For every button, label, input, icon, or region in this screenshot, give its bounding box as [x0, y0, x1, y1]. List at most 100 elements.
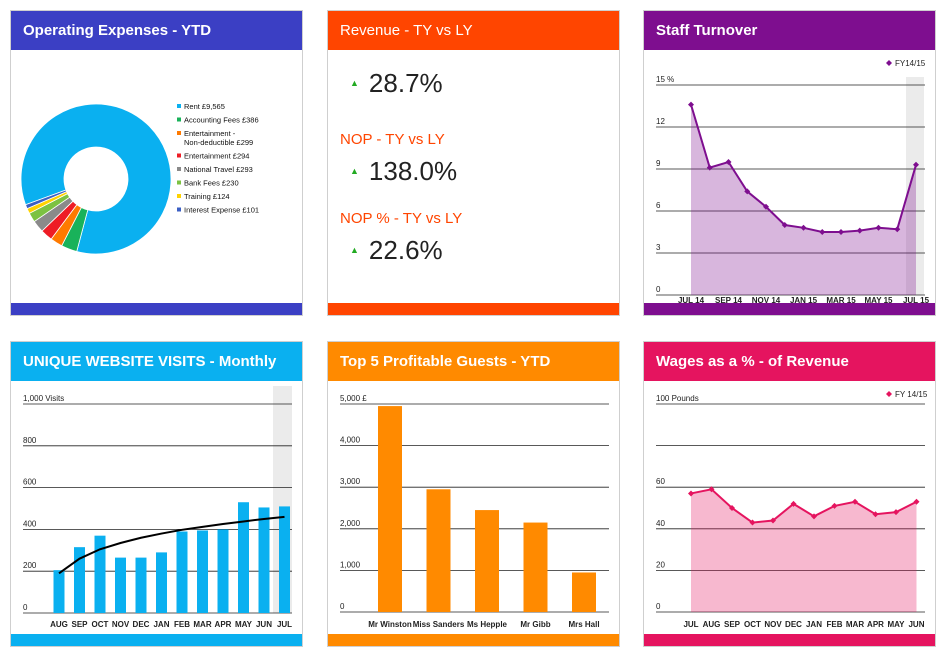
y-tick-label: 3,000	[340, 477, 361, 486]
revenue-kpi-area: ▲ 28.7% NOP - TY vs LY ▲ 138.0% NOP % - …	[328, 51, 619, 303]
legend-label: FY 14/15	[895, 390, 928, 399]
legend-swatch	[177, 131, 181, 135]
data-point	[749, 519, 756, 526]
current-month-highlight	[906, 77, 924, 295]
x-tick-label: MAR 15	[826, 296, 856, 305]
bar	[475, 510, 499, 612]
bar	[426, 489, 451, 612]
y-tick-label: 600	[23, 478, 37, 487]
legend-label: Non-deductible £299	[184, 138, 253, 147]
up-arrow-icon: ▲	[350, 245, 359, 255]
y-tick-label: 4,000	[340, 436, 361, 445]
card-title: Top 5 Profitable Guests - YTD	[328, 342, 619, 381]
legend-swatch	[177, 153, 181, 158]
data-point	[856, 227, 863, 234]
y-tick-label: 1,000	[340, 560, 361, 569]
staff-turnover-chart: 0 3 6 9 12 15 % JUL 14 SEP 14 NOV 14 JAN 15 MAR 15…	[656, 59, 930, 305]
y-tick-label: 100 Pounds	[656, 394, 699, 403]
y-tick-label: 400	[23, 519, 37, 528]
legend-label: Rent £9,565	[184, 102, 225, 111]
data-point	[688, 490, 694, 497]
y-tick-label: 800	[23, 436, 37, 445]
card-footer-bar	[11, 634, 302, 646]
data-point	[688, 101, 694, 108]
guests-chart-area: 0 1,000 2,000 3,000 4,000 5,000 £ Mr Winston Mi…	[328, 382, 619, 634]
card-title: Wages as a % - of Revenue	[644, 342, 935, 381]
staff-turnover-card: Staff Turnover 0 3 6 9 12 15 % JUL 14 SEP 14 NOV…	[643, 10, 936, 316]
x-tick-label: MAR	[846, 620, 864, 629]
legend-swatch	[177, 117, 181, 122]
y-tick-label: 20	[656, 560, 665, 569]
nop-kpi-value: 138.0%	[368, 155, 458, 186]
data-point	[744, 188, 751, 195]
y-tick-label: 40	[656, 519, 665, 528]
x-tick-label: MAR	[193, 620, 211, 629]
bar	[258, 507, 270, 613]
data-point	[725, 159, 732, 165]
expenses-donut-chart: Rent £9,565 Accounting Fees £386 Entertain…	[20, 102, 259, 255]
x-tick-label: OCT	[92, 620, 109, 629]
website-visits-card: UNIQUE WEBSITE VISITS - Monthly 0 200 400 6…	[10, 341, 303, 647]
legend-label: Accounting Fees £386	[184, 116, 259, 125]
x-tick-label: OCT	[744, 620, 761, 629]
legend-marker	[886, 391, 892, 397]
x-tick-label: JUL	[683, 620, 698, 629]
x-tick-label: SEP	[71, 620, 88, 629]
up-arrow-icon: ▲	[350, 166, 359, 176]
card-title: UNIQUE WEBSITE VISITS - Monthly	[11, 342, 302, 381]
x-tick-label: MAY	[235, 620, 253, 629]
x-tick-label: MAY	[887, 620, 905, 629]
x-tick-label: APR	[867, 620, 884, 629]
legend-label: National Travel £293	[184, 165, 253, 174]
x-tick-label: DEC	[133, 620, 150, 629]
legend-label: Entertainment £294	[184, 152, 249, 161]
legend-label: Bank Fees £230	[184, 179, 239, 188]
nop-pct-kpi-title: NOP % - TY vs LY	[340, 210, 463, 227]
x-tick-label: NOV 14	[752, 296, 781, 305]
x-tick-label: APR	[215, 620, 232, 629]
revenue-kpi-value: 28.7%	[368, 67, 443, 98]
revenue-kpi: ▲ 28.7%	[350, 67, 443, 99]
opex-chart-area: Rent £9,565 Accounting Fees £386 Entertain…	[11, 51, 302, 303]
up-arrow-icon: ▲	[350, 78, 359, 88]
legend-label: FY14/15	[895, 59, 926, 68]
data-point	[708, 486, 715, 493]
bar	[279, 506, 290, 613]
y-tick-label: 3	[656, 243, 661, 252]
x-tick-label: AUG	[703, 620, 721, 629]
bar	[115, 557, 126, 613]
y-tick-label: 0	[656, 602, 661, 611]
area-fill	[691, 104, 916, 295]
x-tick-label: Mr Winston	[368, 620, 412, 629]
data-point	[838, 229, 844, 235]
x-tick-label: FEB	[174, 620, 190, 629]
x-tick-label: JUL 14	[678, 296, 705, 305]
bar	[135, 557, 147, 613]
y-tick-label: 15 %	[656, 75, 674, 84]
card-footer-bar	[328, 634, 619, 646]
donut-slice	[20, 103, 172, 255]
data-point	[913, 498, 920, 505]
legend-label: Interest Expense £101	[184, 206, 259, 215]
nop-kpi: ▲ 138.0%	[350, 155, 457, 187]
y-tick-label: 200	[23, 561, 37, 570]
legend-label: Entertainment -	[184, 129, 236, 138]
y-tick-label: 0	[23, 603, 28, 612]
x-tick-label: JUL 15	[903, 296, 930, 305]
legend-swatch	[177, 104, 181, 108]
top-guests-card: Top 5 Profitable Guests - YTD 0 1,000 2,00…	[327, 341, 620, 647]
y-tick-label: 2,000	[340, 519, 361, 528]
x-tick-label: JUN	[908, 620, 924, 629]
card-title: Operating Expenses - YTD	[11, 11, 302, 50]
data-point	[811, 513, 817, 520]
x-tick-label: Mrs Hall	[568, 620, 599, 629]
data-point	[763, 203, 769, 210]
staff-chart-area: 0 3 6 9 12 15 % JUL 14 SEP 14 NOV 14 JAN 15 MAR 15…	[644, 51, 935, 305]
x-tick-label: NOV	[764, 620, 782, 629]
y-tick-label: 9	[656, 159, 661, 168]
y-tick-label: 60	[656, 477, 665, 486]
bar	[523, 522, 548, 612]
website-visits-chart: 0 200 400 600 800 1,000 Visits AUG SEP OCT NOV DEC…	[23, 386, 292, 629]
x-tick-label: JUL	[277, 620, 292, 629]
legend-marker	[886, 60, 892, 66]
